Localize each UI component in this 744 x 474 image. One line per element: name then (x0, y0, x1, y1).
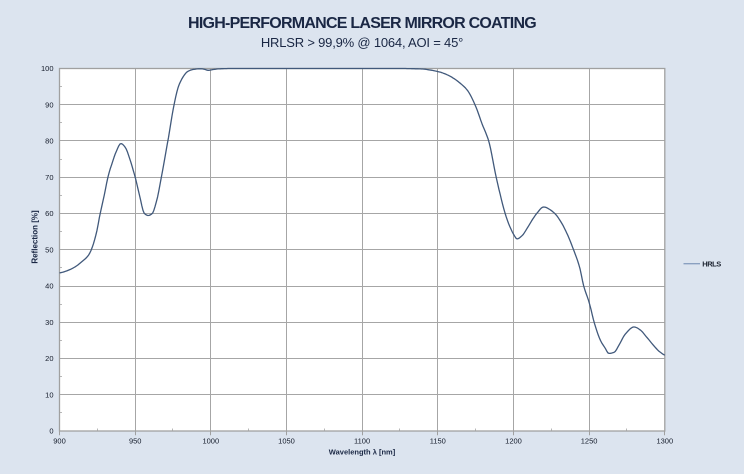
svg-text:1150: 1150 (430, 437, 446, 446)
svg-text:1050: 1050 (278, 437, 295, 446)
svg-text:60: 60 (45, 209, 53, 218)
svg-text:40: 40 (45, 282, 53, 291)
svg-text:1200: 1200 (505, 437, 522, 446)
svg-text:90: 90 (45, 100, 53, 109)
svg-text:0: 0 (49, 427, 53, 436)
svg-text:950: 950 (129, 437, 142, 446)
svg-text:HRLS: HRLS (702, 260, 721, 269)
svg-text:Reflection [%]: Reflection [%] (31, 210, 40, 264)
svg-text:1100: 1100 (354, 437, 370, 446)
svg-text:20: 20 (45, 354, 53, 363)
svg-text:30: 30 (45, 318, 53, 327)
svg-text:1000: 1000 (202, 437, 219, 446)
svg-text:80: 80 (45, 137, 53, 146)
svg-text:1300: 1300 (656, 437, 673, 446)
svg-text:Wavelength λ [nm]: Wavelength λ [nm] (329, 448, 396, 457)
svg-text:50: 50 (45, 245, 53, 254)
svg-text:900: 900 (53, 437, 66, 446)
svg-text:10: 10 (45, 390, 53, 399)
svg-text:100: 100 (41, 64, 54, 73)
svg-text:70: 70 (45, 173, 53, 182)
svg-text:1250: 1250 (581, 437, 598, 446)
